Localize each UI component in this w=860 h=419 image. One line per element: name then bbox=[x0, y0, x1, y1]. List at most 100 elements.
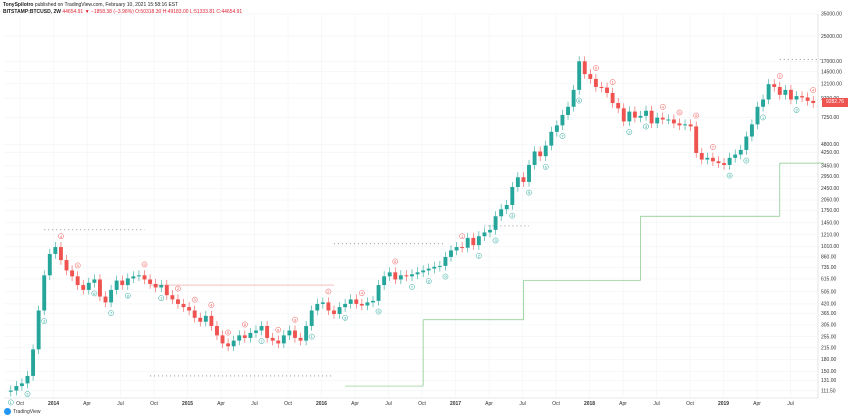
td-count-marker bbox=[676, 109, 683, 116]
x-tick-label: Apr bbox=[619, 401, 627, 407]
td-count-marker bbox=[208, 302, 215, 308]
x-tick-label: 2019 bbox=[718, 401, 729, 407]
candle-body bbox=[794, 96, 799, 100]
x-tick-label: Jul bbox=[117, 401, 123, 407]
td-count-marker bbox=[392, 258, 399, 265]
td-count-marker bbox=[793, 107, 800, 113]
candle-body bbox=[655, 117, 660, 124]
publisher-line: TonySpilotro published on TradingView.co… bbox=[3, 2, 242, 9]
candle-body bbox=[749, 124, 754, 137]
candle-body bbox=[532, 151, 537, 165]
candle-body bbox=[521, 177, 526, 182]
candle-body bbox=[176, 299, 180, 304]
y-tick-label: 1450.00 bbox=[821, 220, 839, 226]
y-tick-label: 2050.00 bbox=[821, 198, 839, 204]
candle-body bbox=[593, 78, 598, 87]
td-count-label: 4 bbox=[511, 213, 514, 218]
candle-body bbox=[716, 161, 721, 164]
td-count-marker bbox=[108, 310, 114, 316]
td-count-marker bbox=[693, 112, 700, 119]
y-tick-label: 305.00 bbox=[821, 323, 837, 329]
candle-body bbox=[800, 96, 805, 98]
td-count-marker bbox=[626, 129, 633, 135]
td-count-label: 3 bbox=[43, 319, 46, 324]
td-count-marker bbox=[342, 314, 348, 321]
candle-body bbox=[510, 186, 515, 205]
x-tick-label: Apr bbox=[83, 401, 91, 407]
candle-body bbox=[276, 340, 281, 344]
candle-body bbox=[148, 279, 153, 284]
candle-body bbox=[432, 266, 437, 269]
td-count-marker bbox=[158, 295, 165, 301]
y-tick-label: 12100.00 bbox=[821, 81, 842, 87]
td-count-label: 9 bbox=[444, 274, 447, 279]
td-count-label: 2 bbox=[327, 289, 330, 294]
td-count-label: 2 bbox=[478, 253, 481, 258]
candle-body bbox=[476, 236, 481, 246]
td-count-label: 8 bbox=[578, 98, 581, 103]
candle-body bbox=[376, 285, 381, 301]
chart-header: TonySpilotro published on TradingView.co… bbox=[3, 2, 242, 16]
candle-body bbox=[70, 270, 75, 277]
candle-body bbox=[733, 154, 738, 158]
candle-body bbox=[621, 108, 626, 122]
td-count-marker bbox=[24, 391, 31, 397]
y-tick-label: 150.00 bbox=[821, 369, 837, 375]
candle-body bbox=[710, 157, 715, 162]
tradingview-brand: TradingView bbox=[13, 408, 41, 415]
td-count-marker bbox=[308, 333, 315, 340]
td-count-marker bbox=[726, 172, 733, 179]
candle-body bbox=[42, 275, 47, 311]
x-tick-label: Apr bbox=[753, 401, 761, 407]
x-tick-label: Apr bbox=[485, 401, 493, 407]
td-count-marker bbox=[58, 233, 64, 240]
candle-body bbox=[343, 303, 348, 308]
y-tick-label: 111.50 bbox=[821, 389, 836, 395]
candle-body bbox=[772, 84, 777, 87]
candle-body bbox=[14, 386, 19, 391]
candle-body bbox=[120, 280, 125, 286]
x-tick-label: Apr bbox=[217, 401, 225, 407]
candle-body bbox=[605, 87, 609, 93]
author-name: TonySpilotro bbox=[3, 2, 34, 8]
symbol-line: BITSTAMP:BTCUSD, 2W 44654.91 ▼ −1858.38 … bbox=[3, 9, 242, 16]
td-count-label: 2 bbox=[628, 130, 631, 135]
td-count-marker bbox=[810, 87, 817, 93]
candle-body bbox=[571, 89, 576, 107]
candle-body bbox=[348, 299, 353, 304]
y-tick-label: 4250.00 bbox=[821, 150, 839, 156]
td-count-label: 6 bbox=[394, 259, 397, 264]
candle-body bbox=[332, 310, 336, 315]
td-count-marker bbox=[442, 273, 449, 280]
candle-body bbox=[577, 61, 582, 90]
candle-body bbox=[326, 302, 331, 311]
candle-body bbox=[393, 272, 398, 280]
candle-body bbox=[443, 256, 448, 266]
td-count-label: 4 bbox=[812, 88, 815, 93]
candle-body bbox=[209, 315, 214, 326]
last-price-tag: 9282.76 bbox=[822, 98, 848, 107]
candle-body bbox=[354, 299, 359, 304]
candle-body bbox=[566, 106, 570, 115]
candle-body bbox=[359, 303, 364, 306]
td-count-label: 9 bbox=[595, 66, 598, 71]
candle-body bbox=[744, 136, 749, 150]
candle-body bbox=[504, 204, 509, 210]
candle-body bbox=[53, 247, 58, 254]
candle-body bbox=[231, 340, 236, 347]
td-count-marker bbox=[542, 163, 549, 170]
tradingview-logo-icon bbox=[4, 408, 11, 415]
y-tick-label: 420.00 bbox=[821, 302, 837, 308]
candle-body bbox=[86, 282, 91, 290]
td-count-marker bbox=[7, 399, 14, 406]
candle-body bbox=[137, 275, 141, 277]
candle-body bbox=[554, 125, 559, 132]
y-tick-label: 4800.00 bbox=[821, 142, 839, 148]
candle-body bbox=[181, 303, 186, 308]
candle-body bbox=[671, 119, 676, 124]
y-tick-label: 14500.00 bbox=[821, 69, 842, 75]
candle-body bbox=[415, 272, 420, 275]
x-tick-label: 2015 bbox=[182, 401, 193, 407]
tradingview-footer: TradingView bbox=[4, 408, 41, 415]
